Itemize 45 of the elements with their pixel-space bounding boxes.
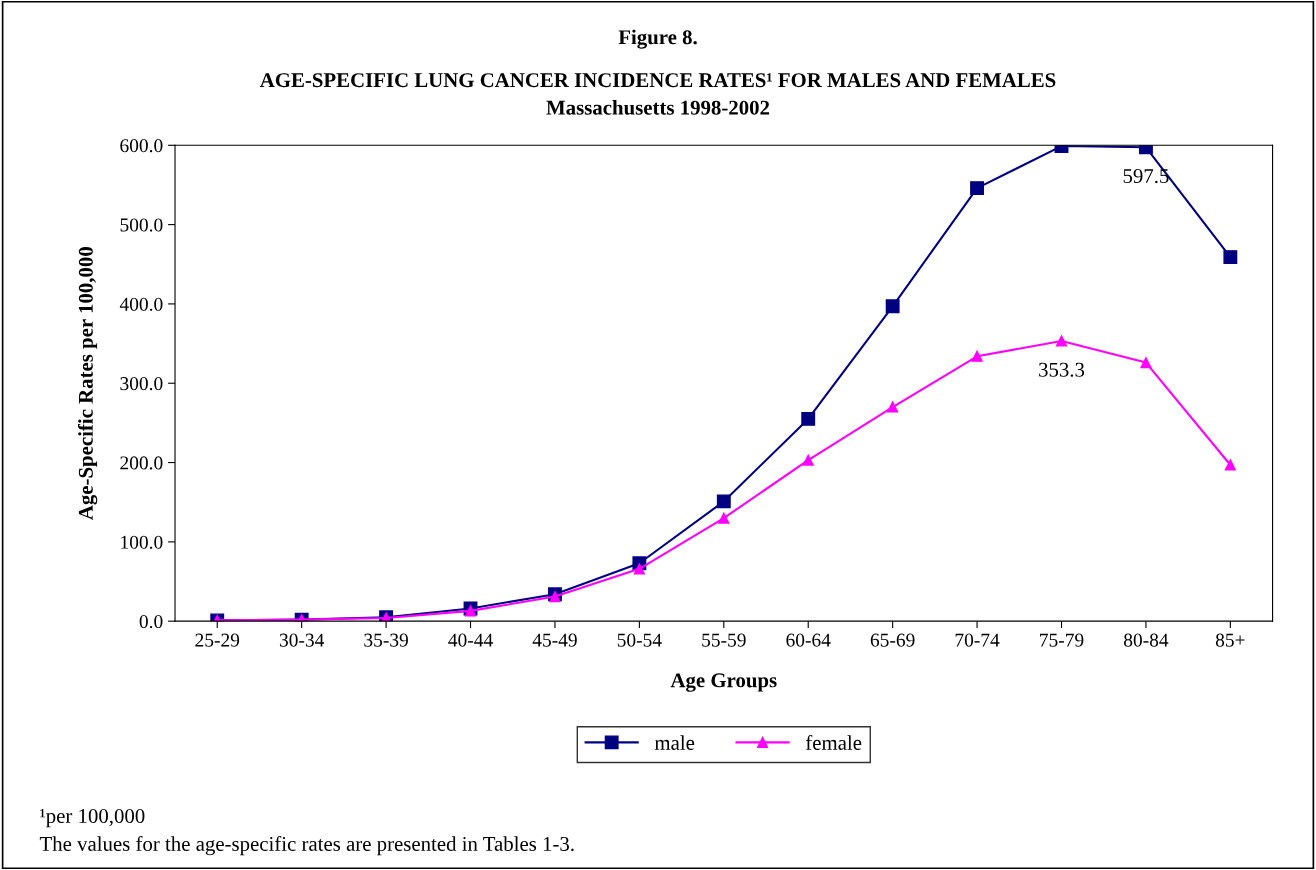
x-tick-label: 70-74: [955, 633, 1000, 647]
point: [718, 512, 730, 524]
y-tick-label: 100.0: [121, 535, 163, 549]
point: [971, 350, 983, 362]
y-axis-title: Age-Specific Rates per 100,000: [77, 247, 98, 520]
y-tick-label: 0.0: [139, 615, 163, 629]
x-tick-label: 60-64: [786, 633, 831, 647]
text: The values for the age-specific rates are presented in Tables 1-3.: [39, 836, 574, 856]
x-tick-label: 35-39: [364, 633, 408, 647]
point: [1224, 459, 1236, 471]
x-tick-label: 75-79: [1040, 633, 1084, 647]
point: [549, 591, 561, 603]
y-tick-label: 400.0: [119, 297, 163, 311]
y-tick-label: 300.0: [120, 377, 163, 391]
annotation: 597.5: [1123, 169, 1169, 184]
point: [1055, 335, 1068, 347]
text: ¹per 100,000: [40, 808, 145, 828]
chart-title: Figure 8.: [618, 29, 697, 49]
x-tick-label: 40-44: [448, 633, 493, 647]
point: [802, 454, 814, 466]
x-tick-label: 85+: [1215, 633, 1245, 647]
point: [887, 401, 899, 413]
chart-subtitle: AGE-SPECIFIC LUNG CANCER INCIDENCE RATES¹ FOR MALES AND FEMALES Massachusetts 1998-2002: [259, 73, 1056, 115]
x-tick-label: 80-84: [1123, 633, 1169, 647]
x-tick-label: 50-54: [617, 633, 662, 647]
y-tick-label: 600.0: [120, 139, 163, 153]
point: [1140, 357, 1152, 369]
legend-label: male: [654, 735, 695, 750]
point: [801, 411, 816, 426]
x-axis-title: Age Groups: [670, 673, 777, 692]
point: [633, 563, 645, 575]
x-tick-label: 65-69: [870, 633, 915, 647]
x-tick-label: 30-34: [279, 633, 325, 647]
point: [970, 181, 985, 196]
point: [716, 494, 731, 509]
point: [464, 605, 477, 617]
x-tick-label: 25-29: [195, 633, 240, 647]
y-tick-label: 200.0: [120, 456, 163, 470]
point: [1223, 250, 1238, 265]
x-tick-label: 45-49: [532, 633, 577, 647]
point: [885, 299, 900, 314]
annotation: 353.3: [1039, 362, 1085, 377]
y-tick-label: 500.0: [120, 218, 163, 232]
legend-label: female: [805, 735, 862, 750]
x-tick-label: 55-59: [702, 633, 746, 647]
